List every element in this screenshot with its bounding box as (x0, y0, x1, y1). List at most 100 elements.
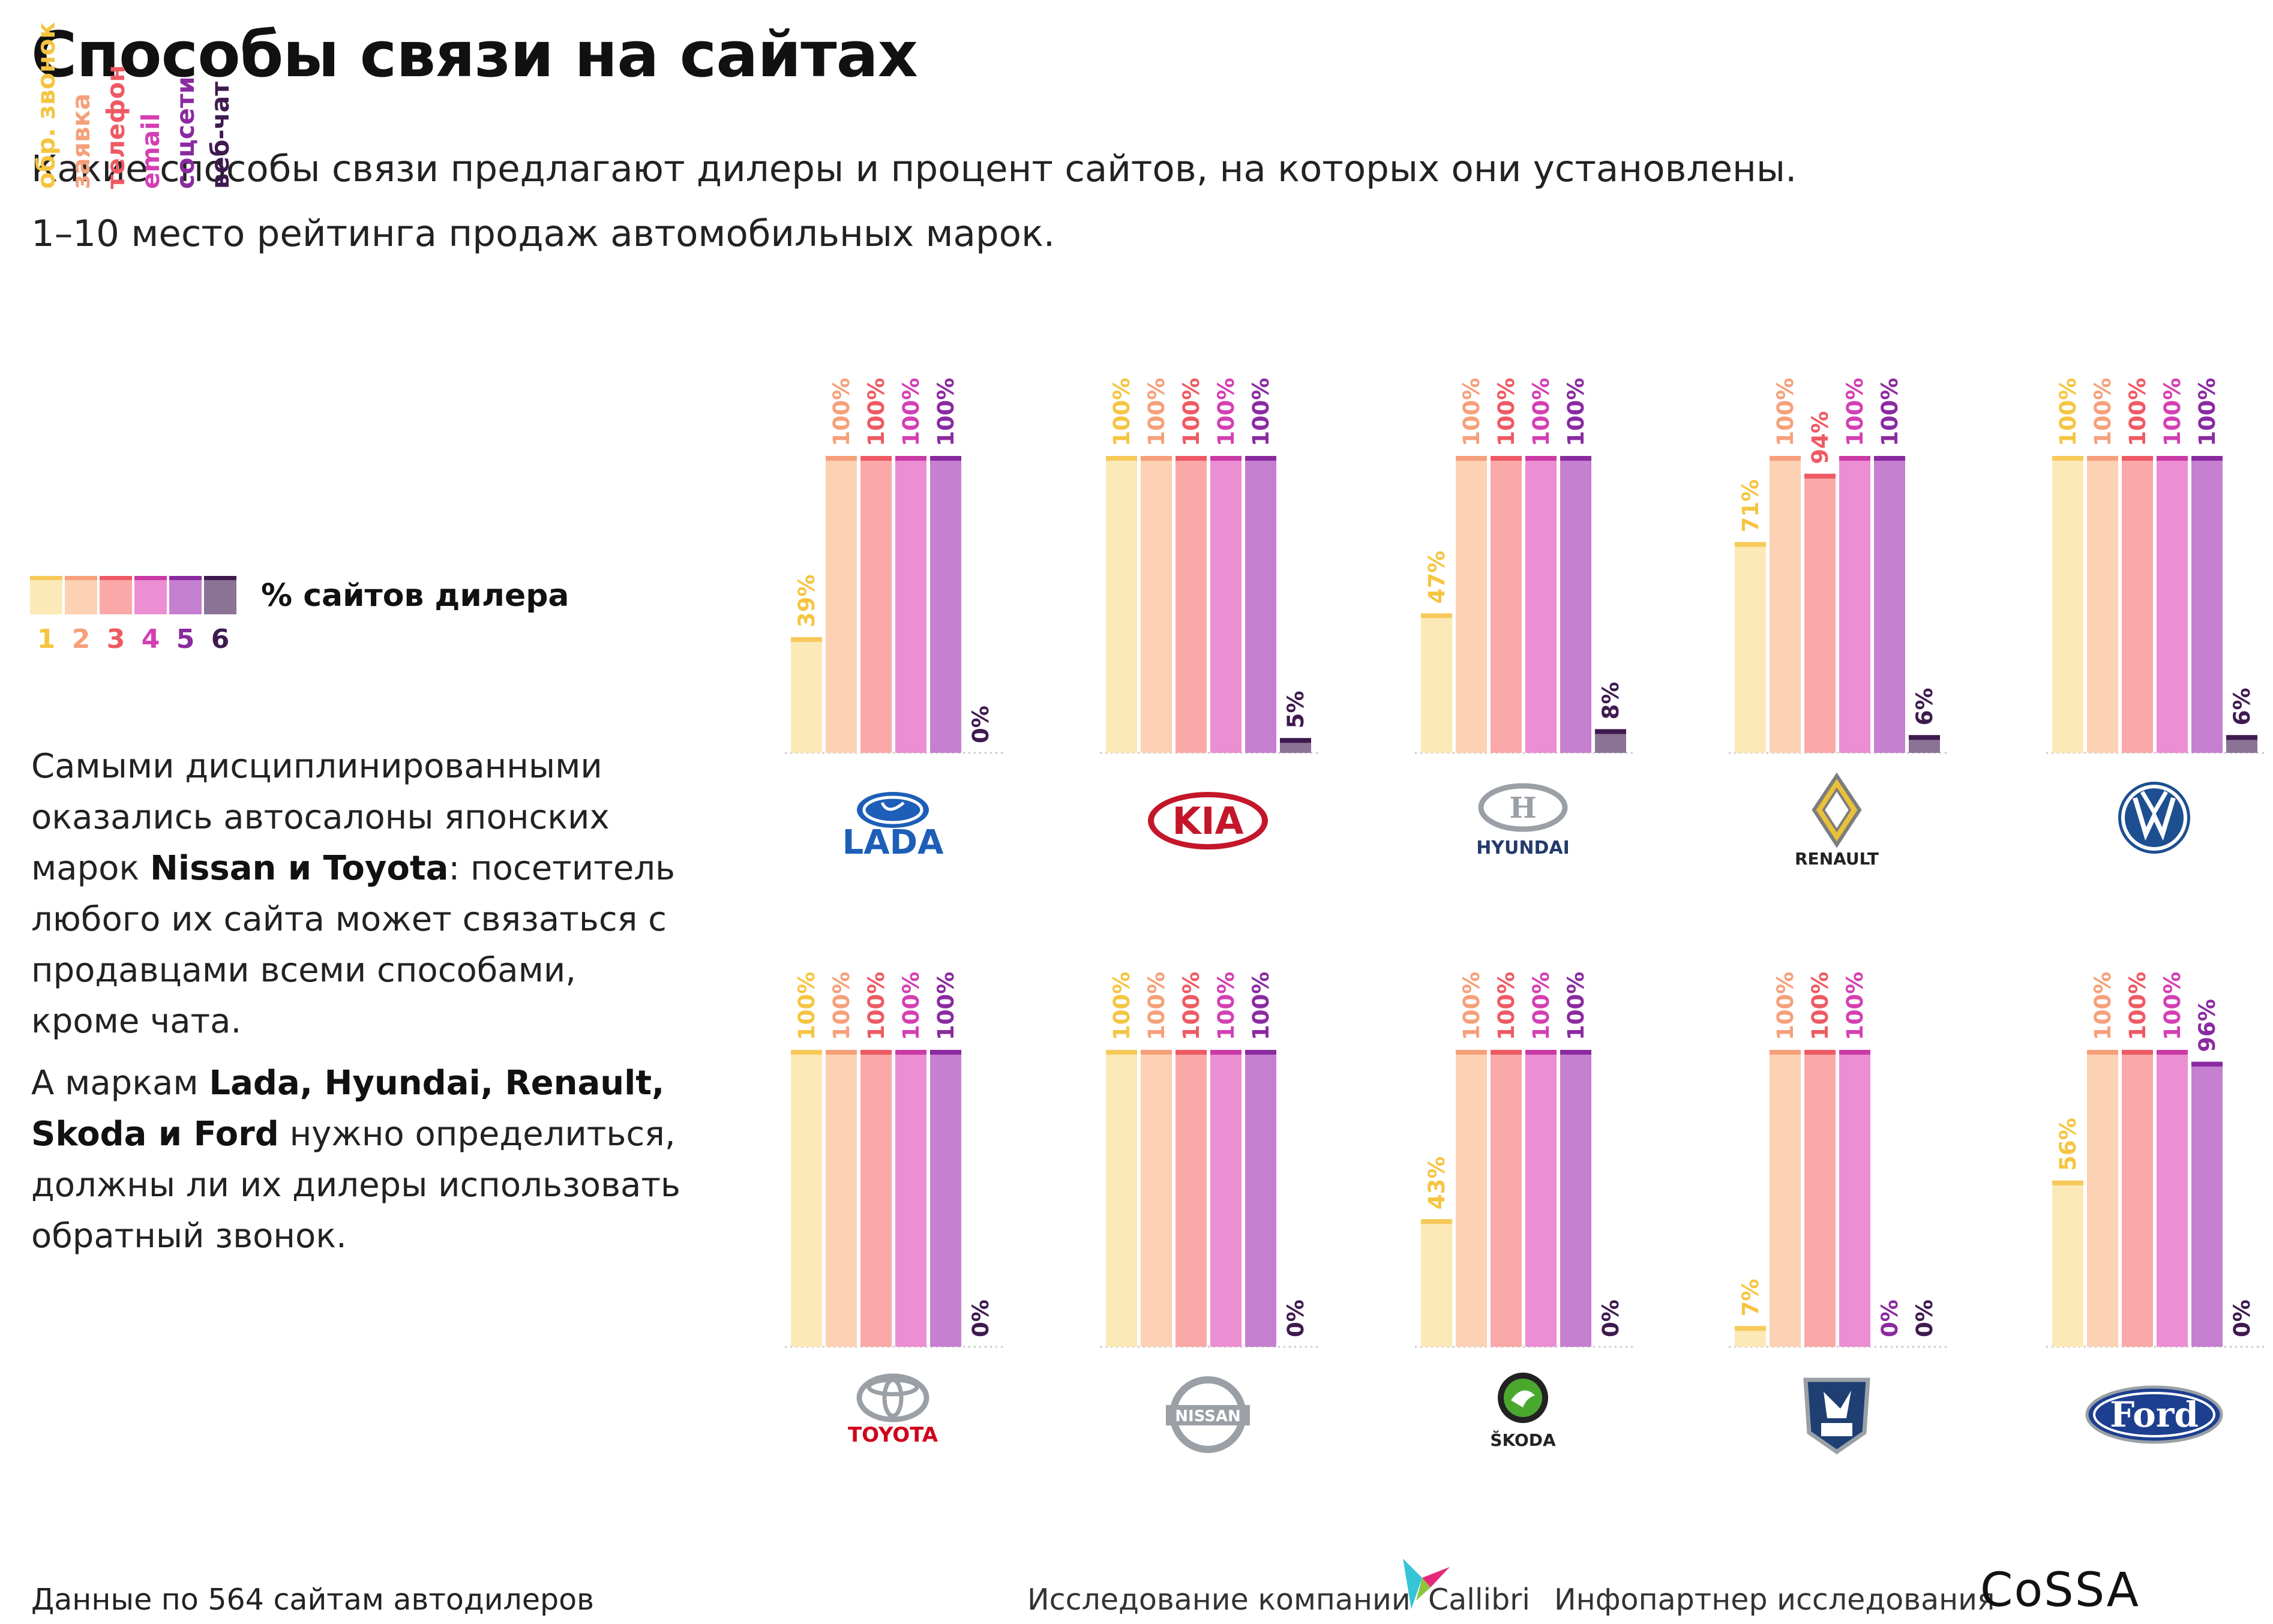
bar-cap (1491, 1050, 1522, 1055)
ford-logo-ring (2093, 1392, 2215, 1437)
data-label: 0% (1877, 1299, 1903, 1337)
data-label: 6% (2229, 688, 2255, 725)
legend-swatch (100, 576, 132, 614)
data-label: 100% (1248, 378, 1274, 446)
data-label: 100% (2194, 378, 2220, 446)
data-label: 6% (1912, 688, 1938, 725)
bar-cap (1491, 456, 1522, 461)
data-label: 100% (1109, 972, 1135, 1040)
bar (1525, 1050, 1557, 1347)
data-label: 100% (1144, 972, 1170, 1040)
callibri-link[interactable]: Callibri (1428, 1583, 1530, 1617)
hyundai-logo-icon (1478, 783, 1568, 832)
bar-cap (1456, 456, 1487, 461)
data-label: 100% (1459, 378, 1485, 446)
data-label: 100% (1248, 972, 1274, 1040)
data-label: 100% (1494, 378, 1519, 446)
toyota-logo-inner (882, 1377, 904, 1418)
data-label: 100% (1807, 972, 1833, 1040)
bar-cap (1804, 473, 1836, 479)
data-label: 47% (1424, 551, 1450, 604)
data-label: 0% (1912, 1299, 1938, 1337)
bar-cap (2122, 1050, 2153, 1055)
bar (1770, 456, 1801, 753)
data-label: 100% (898, 972, 924, 1040)
bar-cap (1874, 456, 1905, 461)
data-label: 100% (863, 972, 889, 1040)
data-label: 5% (1283, 691, 1309, 728)
data-label: 0% (1598, 1299, 1624, 1337)
bar (1560, 456, 1591, 753)
legend-swatch (65, 576, 97, 614)
bar (2122, 456, 2153, 753)
bar (1141, 1050, 1172, 1347)
kia-logo-inner (1154, 797, 1262, 844)
lada-logo-boat (880, 802, 905, 811)
bar-cap (1525, 1050, 1557, 1055)
legend-swatch (169, 576, 202, 614)
bar-cap (1595, 729, 1626, 734)
bar (1421, 613, 1452, 753)
data-label: 100% (2125, 972, 2151, 1040)
bar-cap (1560, 1050, 1591, 1055)
data-label: 7% (1738, 1279, 1764, 1317)
bar-cap (2122, 456, 2153, 461)
cossa-logo[interactable]: CoSSA (1980, 1563, 2140, 1617)
bar-cap (2226, 735, 2257, 740)
data-label: 0% (1283, 1299, 1309, 1337)
legend-swatch (30, 576, 62, 614)
bar (1735, 542, 1766, 753)
bar-cap (2087, 456, 2118, 461)
bar (1106, 456, 1137, 753)
bar-cap (1245, 456, 1276, 461)
bar (1525, 456, 1557, 753)
data-label: 96% (2194, 999, 2220, 1052)
bar-cap (2191, 456, 2223, 461)
data-label: 100% (2160, 972, 2185, 1040)
data-label: 100% (1528, 378, 1554, 446)
legend-number: 4 (141, 624, 160, 655)
info-partner: Инфопартнер исследования (1554, 1583, 1995, 1617)
page-title: Способы связи на сайтах (31, 18, 918, 91)
bar-cap (1839, 1050, 1870, 1055)
toyota-logo-icon (856, 1373, 929, 1422)
bar (2191, 456, 2223, 753)
bar-cap (1770, 456, 1801, 461)
data-label: 43% (1424, 1157, 1450, 1210)
bar (1176, 456, 1207, 753)
bar (1106, 1050, 1137, 1347)
bar-cap (1210, 456, 1242, 461)
source-note: Данные по 564 сайтам автодилеров (31, 1583, 594, 1617)
bar (2087, 1050, 2118, 1347)
lada-logo-text: LADA (842, 823, 944, 862)
ford-logo-text: Ford (2110, 1394, 2199, 1435)
bar-cap (860, 1050, 892, 1055)
bar-cap (2052, 456, 2083, 461)
data-label: 100% (1109, 378, 1135, 446)
data-label: 100% (829, 972, 854, 1040)
bar (1491, 1050, 1522, 1347)
legend-number: 6 (211, 624, 230, 655)
bar-cap (1525, 456, 1557, 461)
legend-swatch (134, 576, 167, 614)
data-label: 100% (1563, 378, 1589, 446)
bar-cap (826, 1050, 857, 1055)
bar-cap (1804, 1050, 1836, 1055)
bar (2052, 1180, 2083, 1347)
bar (1456, 1050, 1487, 1347)
ford-logo-icon (2085, 1385, 2223, 1444)
nissan-logo-bar (1166, 1405, 1250, 1425)
bar-cap (1280, 738, 1311, 743)
bar-cap (860, 456, 892, 461)
data-label: 100% (863, 378, 889, 446)
bar-cap (2052, 1180, 2083, 1185)
bar-cap (1770, 1050, 1801, 1055)
bar (1245, 456, 1276, 753)
data-label: 100% (1459, 972, 1485, 1040)
bar (1245, 1050, 1276, 1347)
callibri-bird-icon (1403, 1559, 1450, 1609)
gaz-logo-deer (1824, 1391, 1851, 1418)
bar (860, 1050, 892, 1347)
bar (1560, 1050, 1591, 1347)
